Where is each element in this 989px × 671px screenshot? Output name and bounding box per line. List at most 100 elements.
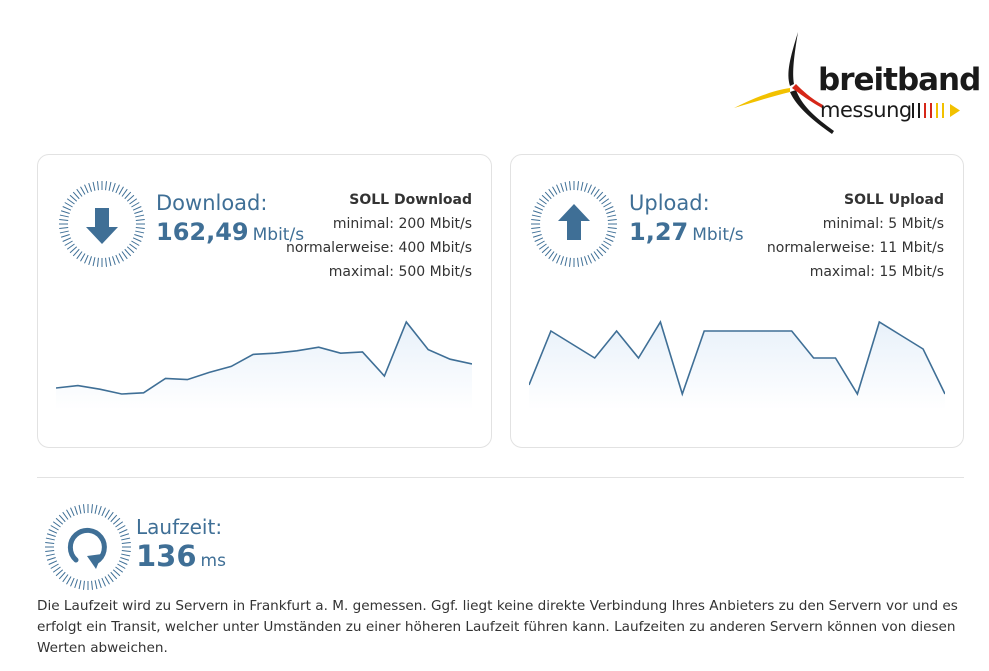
gauge-tick <box>80 253 86 262</box>
gauge-tick <box>101 577 106 587</box>
gauge-tick <box>112 256 116 266</box>
gauge-tick <box>62 237 72 242</box>
gauge-tick <box>78 580 82 590</box>
gauge-tick <box>532 234 542 238</box>
gauge-tick <box>131 240 140 246</box>
gauge-tick <box>72 248 80 257</box>
gauge-tick <box>121 553 131 557</box>
gauge-tick <box>564 181 568 191</box>
gauge-tick <box>538 198 547 205</box>
gauge-tick <box>66 198 75 205</box>
gauge-tick <box>118 560 128 565</box>
gauge-tick <box>121 251 128 260</box>
gauge-tick <box>98 579 102 589</box>
gauge-tick <box>59 214 69 218</box>
upload-soll-block: SOLL Upload minimal: 5 Mbit/s normalerwe… <box>767 188 944 284</box>
gauge-tick <box>59 227 69 229</box>
gauge-tick <box>118 253 124 262</box>
gauge-tick <box>580 257 584 267</box>
gauge-tick <box>97 257 99 267</box>
upload-value-line: 1,27 Mbit/s <box>629 218 744 246</box>
gauge-tick <box>536 202 545 208</box>
gauge-tick <box>98 505 102 515</box>
gauge-tick <box>134 234 144 238</box>
gauge-tick <box>569 257 571 267</box>
gauge-tick <box>55 517 64 525</box>
gauge-tick <box>112 569 121 577</box>
gauge-tick <box>569 181 571 191</box>
gauge-tick <box>587 254 592 264</box>
gauge-tick <box>538 243 547 250</box>
download-title: Download: <box>156 191 268 215</box>
gauge-tick <box>606 234 616 238</box>
gauge-tick <box>121 537 131 541</box>
arrow-down-icon <box>86 208 118 244</box>
gauge-tick <box>45 553 55 557</box>
gauge-tick <box>556 254 561 264</box>
gauge-tick <box>580 181 584 191</box>
gauge-tick <box>548 188 555 197</box>
upload-unit: Mbit/s <box>692 225 744 245</box>
chart-line <box>56 320 472 395</box>
latency-note: Die Laufzeit wird zu Servern in Frankfur… <box>37 598 958 656</box>
upload-chart <box>529 320 945 410</box>
gauge-tick <box>593 188 600 197</box>
logo-bars <box>912 103 960 118</box>
gauge-tick <box>118 186 124 195</box>
gauge-tick <box>62 574 69 583</box>
gauge-tick <box>115 521 124 528</box>
gauge-tick <box>135 230 145 234</box>
upload-title: Upload: <box>629 191 710 215</box>
gauge-tick <box>587 184 592 194</box>
gauge-tick <box>108 181 112 191</box>
gauge-tick <box>62 511 69 520</box>
gauge-tick <box>536 240 545 246</box>
gauge-tick <box>108 257 112 267</box>
upload-card: Upload: 1,27 Mbit/s SOLL Upload minimal: … <box>510 154 964 448</box>
gauge-tick <box>601 198 610 205</box>
gauge-tick <box>91 580 93 590</box>
gauge-tick <box>120 557 130 561</box>
gauge-tick <box>46 533 56 537</box>
logo-swoosh-graphic <box>734 32 960 134</box>
gauge-tick <box>590 253 596 262</box>
latency-value: 136 <box>136 539 197 573</box>
upload-soll-max: maximal: 15 Mbit/s <box>809 264 944 280</box>
gauge-tick <box>132 206 142 211</box>
gauge-tick <box>552 186 558 195</box>
gauge-tick <box>66 509 72 518</box>
gauge-tick <box>45 550 55 552</box>
gauge-tick <box>92 257 96 267</box>
download-soll-min: minimal: 200 Mbit/s <box>332 216 472 232</box>
gauge-tick <box>120 533 130 537</box>
gauge-tick <box>135 214 145 218</box>
upload-soll-title: SOLL Upload <box>844 192 944 208</box>
gauge-tick <box>80 186 86 195</box>
gauge-tick <box>59 230 69 234</box>
gauge-tick <box>607 214 617 218</box>
gauge-tick <box>72 191 80 200</box>
gauge-tick <box>577 257 579 267</box>
logo-word-breitband: breitband <box>818 62 981 98</box>
download-value: 162,49 <box>156 218 249 246</box>
gauge-tick <box>101 507 106 517</box>
gauge-tick <box>84 184 89 194</box>
gauge-tick <box>121 188 128 197</box>
gauge-tick <box>603 240 612 246</box>
gauge-tick <box>604 237 614 242</box>
gauge-tick <box>556 184 561 194</box>
gauge-tick <box>603 202 612 208</box>
gauge-tick <box>45 542 55 544</box>
gauge-tick <box>596 248 604 257</box>
gauge-tick <box>531 227 541 229</box>
gauge-tick <box>607 219 617 221</box>
download-gauge <box>59 181 145 267</box>
chart-line <box>529 320 945 397</box>
gauge-tick <box>70 577 75 587</box>
gauge-tick <box>58 571 66 580</box>
gauge-tick <box>88 256 92 266</box>
gauge-tick <box>50 563 59 569</box>
download-unit: Mbit/s <box>252 225 305 245</box>
download-value-line: 162,49 Mbit/s <box>156 218 304 246</box>
gauge-tick <box>131 202 140 208</box>
